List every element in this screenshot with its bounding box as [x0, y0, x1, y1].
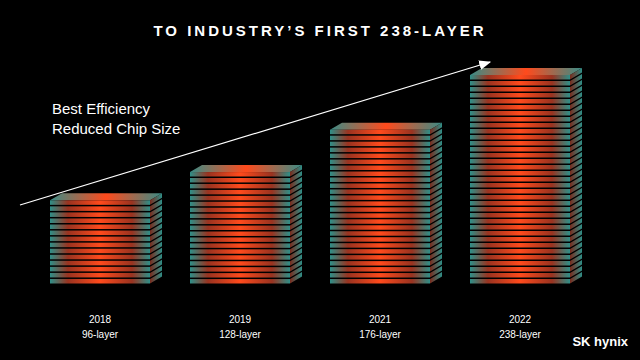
- svg-text:176-layer: 176-layer: [359, 329, 401, 340]
- svg-text:2018: 2018: [89, 314, 112, 325]
- svg-text:TO INDUSTRY’S FIRST 238-LAYER: TO INDUSTRY’S FIRST 238-LAYER: [153, 22, 486, 39]
- svg-text:96-layer: 96-layer: [82, 329, 119, 340]
- svg-text:2021: 2021: [369, 314, 392, 325]
- svg-text:Best Efficiency: Best Efficiency: [52, 100, 151, 117]
- svg-text:Reduced Chip Size: Reduced Chip Size: [52, 120, 180, 137]
- svg-text:SK hynix: SK hynix: [572, 334, 628, 349]
- svg-text:238-layer: 238-layer: [499, 329, 541, 340]
- svg-text:2022: 2022: [509, 314, 532, 325]
- svg-text:128-layer: 128-layer: [219, 329, 261, 340]
- svg-text:2019: 2019: [229, 314, 252, 325]
